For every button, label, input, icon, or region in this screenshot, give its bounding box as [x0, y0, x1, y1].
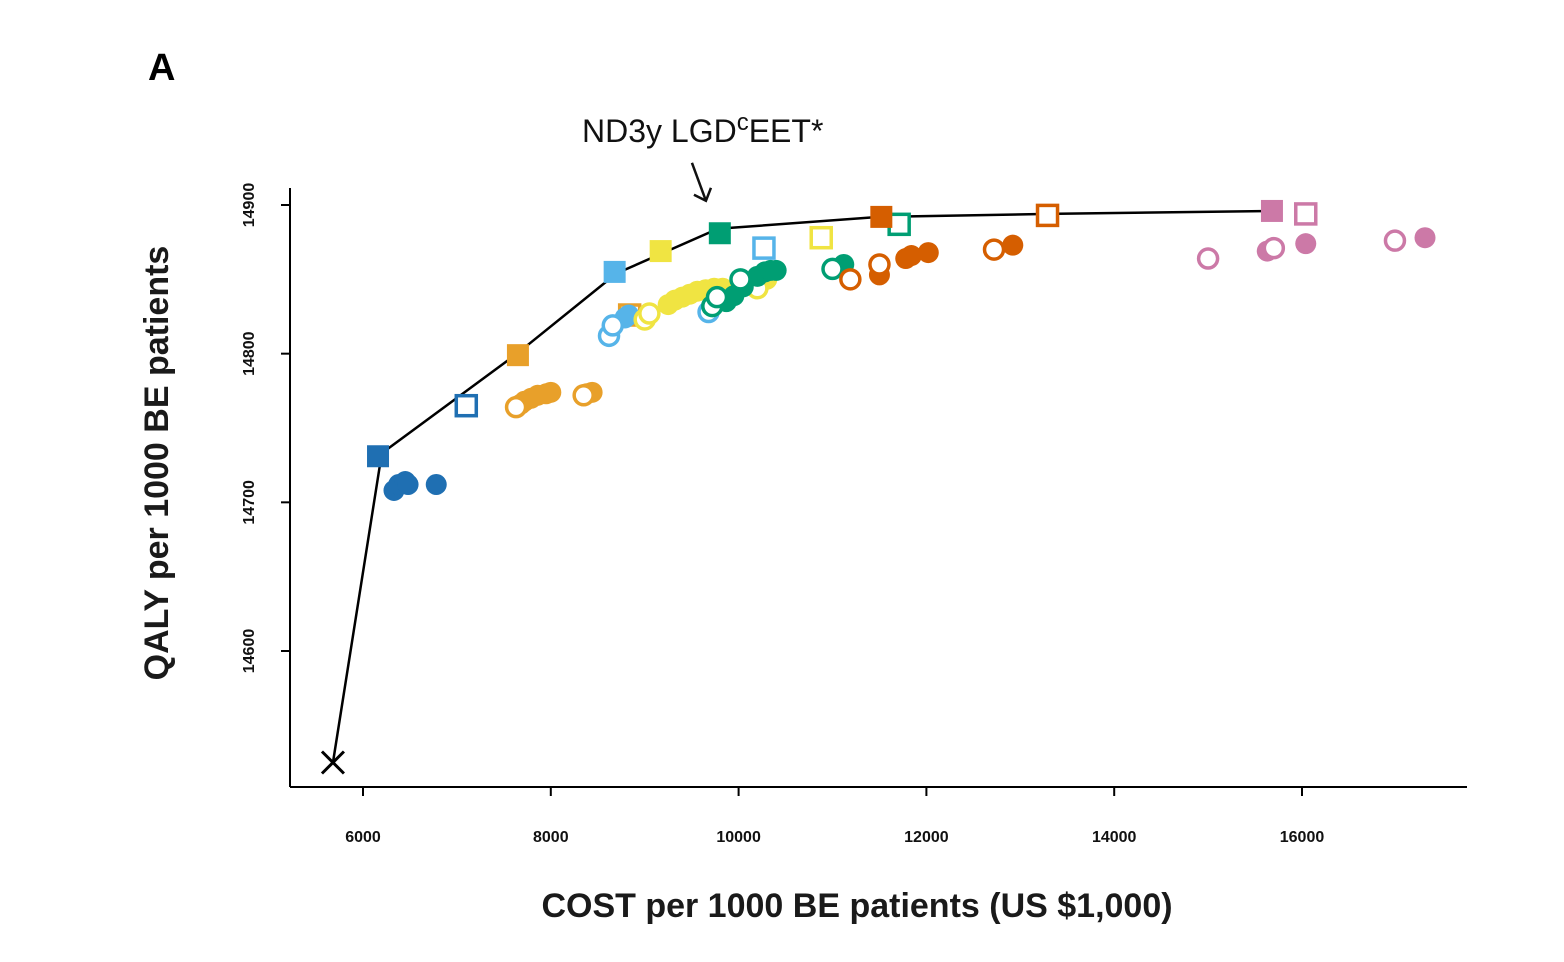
frontier-layer	[320, 209, 1274, 775]
axes	[289, 188, 1467, 788]
x-tick-label: 14000	[1092, 829, 1137, 846]
data-point-filled-circle	[917, 242, 939, 264]
data-point-open-circle	[1196, 247, 1220, 270]
points	[367, 199, 1436, 501]
data-point-filled-circle	[397, 473, 419, 495]
reference-point-marker	[320, 750, 346, 775]
data-point-open-circle	[504, 395, 528, 419]
data-point-open-circle	[839, 268, 862, 291]
annotation-text-sup: c	[737, 109, 749, 136]
annotation-text-tail: EET*	[749, 113, 824, 149]
annotation-arrow	[690, 162, 713, 203]
annotation-text: ND3y LGDcEET*	[582, 109, 823, 149]
data-point-open-circle	[729, 268, 752, 291]
data-point-filled-circle	[1002, 234, 1024, 256]
reference-point-stroke	[320, 750, 346, 775]
data-point-filled-square	[367, 445, 390, 468]
y-axis-title: QALY per 1000 BE patients	[138, 246, 176, 681]
ticks: 6000 8000 10000 12000 14000 16000 14600 14700 14…	[241, 183, 1324, 846]
data-point-open-square	[752, 236, 776, 260]
y-tick-label: 14600	[241, 629, 258, 674]
data-point-filled-square	[603, 260, 626, 283]
frontier-line	[331, 209, 1274, 763]
data-point-filled-square	[506, 344, 529, 367]
annotation: ND3y LGDcEET*	[582, 109, 823, 203]
x-tick-label: 6000	[345, 829, 381, 846]
data-point-filled-square	[870, 205, 893, 228]
data-point-filled-circle	[900, 245, 922, 267]
data-point-open-square	[809, 225, 833, 250]
data-point-filled-square	[1260, 199, 1283, 222]
data-point-open-circle	[1383, 229, 1407, 252]
annotation-text-main: ND3y LGD	[582, 113, 737, 149]
data-point-filled-square	[708, 222, 731, 245]
x-tick-label: 12000	[904, 829, 949, 846]
panel-label: A	[148, 47, 175, 89]
y-tick-label: 14800	[241, 331, 258, 376]
data-point-filled-circle	[1295, 233, 1317, 255]
data-point-open-circle	[638, 302, 661, 325]
data-point-open-circle	[821, 257, 844, 281]
data-point-open-circle	[601, 314, 625, 337]
annotation-arrow-shaft	[690, 162, 708, 202]
y-tick-label: 14700	[241, 480, 258, 525]
data-point-open-circle	[572, 384, 595, 407]
x-axis-title: COST per 1000 BE patients (US $1,000)	[541, 887, 1172, 925]
data-point-open-square	[1294, 202, 1318, 226]
data-point-open-circle	[1262, 236, 1286, 260]
data-point-filled-circle	[765, 259, 787, 281]
data-point-filled-circle	[540, 381, 562, 403]
data-point-filled-circle	[425, 473, 447, 495]
data-point-open-circle	[705, 285, 729, 309]
x-tick-label: 8000	[533, 829, 569, 846]
data-point-filled-square	[649, 240, 672, 263]
x-tick-label: 16000	[1280, 829, 1325, 846]
data-point-open-square	[1035, 203, 1060, 228]
data-point-filled-circle	[1414, 227, 1436, 249]
data-point-open-circle	[982, 238, 1006, 261]
x-tick-label: 10000	[716, 829, 761, 846]
y-tick-label: 14900	[241, 183, 258, 228]
data-point-open-square	[454, 393, 479, 418]
annotation-arrow-head	[693, 187, 713, 203]
data-point-open-circle	[868, 253, 891, 276]
